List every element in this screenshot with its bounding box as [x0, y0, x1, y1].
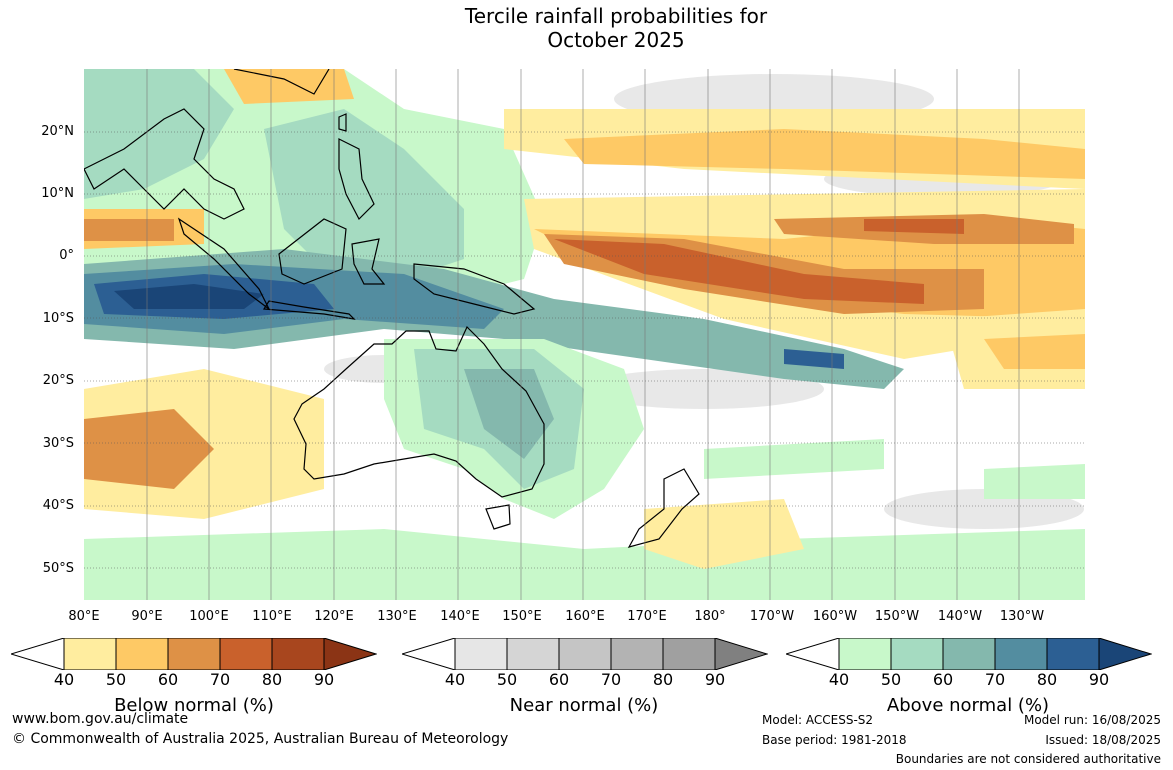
below-tick-90: 90: [313, 670, 335, 689]
near-normal-title: Near normal (%): [509, 695, 659, 716]
model-run-text: Model run: 16/08/2025: [1023, 713, 1161, 727]
lon-label-150w: 150°W: [874, 609, 920, 624]
lon-label-150e: 150°E: [502, 609, 542, 624]
near-tick-40: 40: [444, 670, 466, 689]
sulawesi-coastline: [351, 238, 386, 285]
below-normal-areas: [84, 69, 1085, 569]
website-link[interactable]: www.bom.gov.au/climate: [12, 711, 189, 727]
above-tick-80: 80: [1036, 670, 1058, 689]
near-tick-90: 90: [704, 670, 726, 689]
new-zealand-coastline: [627, 468, 700, 548]
lon-label-90e: 90°E: [131, 609, 163, 624]
below-tick-60: 60: [157, 670, 179, 689]
below-tick-70: 70: [209, 670, 231, 689]
rainfall-probability-map: [84, 69, 1085, 600]
lat-label-10n: 10°N: [41, 186, 74, 201]
lat-label-20n: 20°N: [41, 124, 74, 139]
lon-label-130w: 130°W: [999, 609, 1045, 624]
lat-label-equator: 0°: [59, 248, 74, 263]
above-tick-50: 50: [880, 670, 902, 689]
graticule: [84, 131, 1085, 569]
above-tick-40: 40: [828, 670, 850, 689]
title-line-2: October 2025: [547, 28, 685, 52]
philippines-coastline: [338, 138, 375, 221]
below-tick-80: 80: [261, 670, 283, 689]
above-tick-60: 60: [932, 670, 954, 689]
asia-coastline: [84, 108, 245, 220]
lat-label-40s: 40°S: [42, 498, 74, 513]
lat-label-50s: 50°S: [42, 561, 74, 576]
below-normal-colorbar: [11, 638, 377, 670]
lat-label-10s: 10°S: [42, 311, 74, 326]
taiwan-coastline: [338, 113, 347, 132]
near-tick-70: 70: [600, 670, 622, 689]
lon-label-160e: 160°E: [565, 609, 605, 624]
above-normal-areas: [84, 69, 1085, 600]
lon-label-120e: 120°E: [314, 609, 354, 624]
below-normal-title: Below normal (%): [114, 695, 274, 716]
lon-label-170w: 170°W: [749, 609, 795, 624]
lon-label-170e: 170°E: [627, 609, 667, 624]
below-tick-40: 40: [53, 670, 75, 689]
title-line-1: Tercile rainfall probabilities for: [464, 4, 768, 28]
model-text: Model: ACCESS-S2: [762, 713, 874, 727]
lon-label-110e: 110°E: [252, 609, 292, 624]
sumatra-coastline: [177, 217, 270, 310]
disclaimer-text: Boundaries are not considered authoritat…: [895, 752, 1161, 766]
java-coastline: [262, 300, 356, 320]
lon-label-80e: 80°E: [68, 609, 100, 624]
near-tick-60: 60: [548, 670, 570, 689]
australia-coastline: [293, 325, 545, 498]
new-guinea-coastline: [413, 263, 536, 315]
borneo-coastline: [278, 218, 347, 285]
coastlines: [84, 69, 700, 548]
lat-label-20s: 20°S: [42, 373, 74, 388]
above-normal-colorbar: [786, 638, 1152, 670]
near-normal-colorbar: [402, 638, 768, 670]
near-tick-80: 80: [652, 670, 674, 689]
asia-coastline-east: [233, 69, 330, 95]
lon-label-140w: 140°W: [937, 609, 983, 624]
lon-label-180: 180°: [694, 609, 726, 624]
tasmania-coastline: [485, 504, 511, 530]
above-tick-70: 70: [984, 670, 1006, 689]
above-tick-90: 90: [1088, 670, 1110, 689]
above-normal-title: Above normal (%): [886, 695, 1050, 716]
lon-label-130e: 130°E: [377, 609, 417, 624]
lon-label-140e: 140°E: [440, 609, 480, 624]
map-title: Tercile rainfall probabilities for Octob…: [0, 4, 1173, 52]
meridians: [146, 69, 1020, 600]
lon-label-100e: 100°E: [189, 609, 229, 624]
copyright-text: © Commonwealth of Australia 2025, Austra…: [12, 731, 509, 747]
lon-label-160w: 160°W: [812, 609, 858, 624]
near-tick-50: 50: [496, 670, 518, 689]
issued-text: Issued: 18/08/2025: [1045, 733, 1161, 747]
base-period-text: Base period: 1981-2018: [762, 733, 907, 747]
lat-label-30s: 30°S: [42, 436, 74, 451]
below-tick-50: 50: [105, 670, 127, 689]
